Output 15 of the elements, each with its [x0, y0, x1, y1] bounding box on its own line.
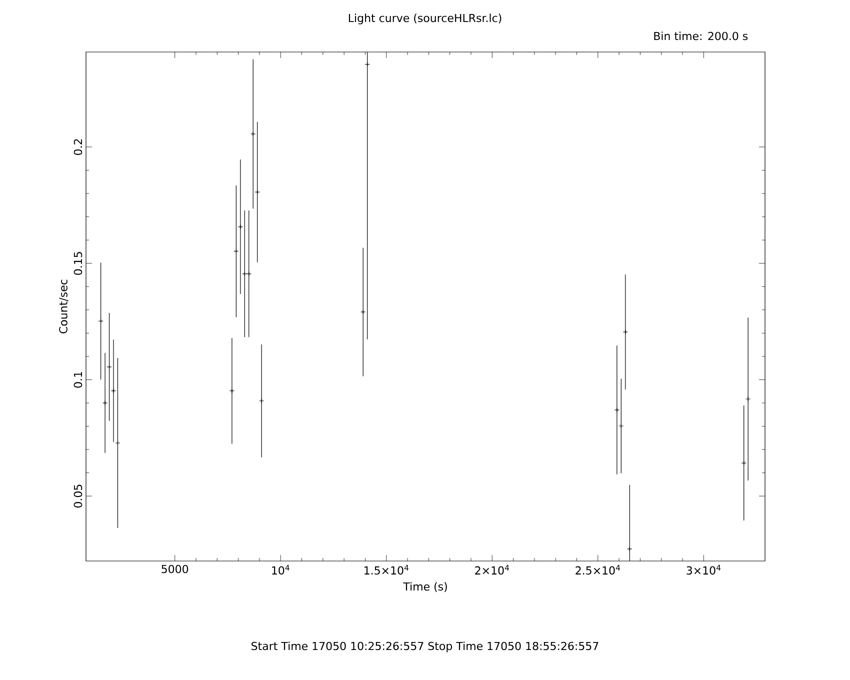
y-tick-label: 0.15 [74, 252, 82, 275]
x-tick-label: 3×10$^{4}$ [686, 564, 721, 575]
x-tick-label: 2.5×10$^{4}$ [576, 564, 620, 575]
y-axis-title: Count/sec [59, 280, 68, 334]
x-tick-label: 2×10$^{4}$ [475, 564, 510, 575]
chart-title: Light curve (sourceHLRsr.lc) [348, 14, 502, 24]
y-tick-label: 0.1 [74, 372, 82, 388]
x-tick-label: 10$^{4}$ [272, 564, 290, 575]
x-tick-label: 5000 [162, 564, 188, 574]
y-tick-label: 0.2 [74, 139, 82, 155]
y-tick-label: 0.05 [74, 484, 82, 508]
x-tick-label: 1.5×10$^{4}$ [364, 564, 408, 575]
text: Bin time: 200.0 s [654, 32, 748, 40]
text: Start Time 17050 10:25:26:557 Stop Time 17050 18:55:26:557 [252, 642, 598, 652]
x-axis-title: Time (s) [403, 582, 447, 592]
